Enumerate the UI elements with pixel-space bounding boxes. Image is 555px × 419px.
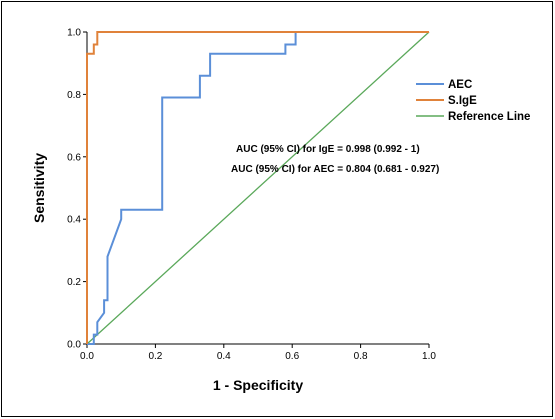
- y-tick-label: 0.0: [67, 340, 81, 351]
- y-tick-label: 0.4: [67, 215, 81, 226]
- x-tick-label: 0.8: [354, 351, 368, 362]
- series-line-s-ige: [86, 31, 429, 344]
- auc-annotation-ige: AUC (95% CI) for IgE = 0.998 (0.992 - 1): [236, 144, 420, 155]
- x-tick-label: 0.6: [285, 351, 299, 362]
- auc-annotation-aec: AUC (95% CI) for AEC = 0.804 (0.681 - 0.…: [231, 164, 439, 175]
- series-line-reference-line: [86, 31, 430, 345]
- legend-item-sige: S.IgE: [416, 95, 477, 107]
- x-tick-label: 0.2: [148, 351, 162, 362]
- y-axis-title: Sensitivity: [31, 153, 47, 223]
- legend-item-aec: AEC: [416, 79, 472, 91]
- y-tick-label: 0.2: [67, 277, 81, 288]
- x-tick-label: 0.4: [217, 351, 231, 362]
- y-tick-label: 1.0: [67, 28, 81, 39]
- x-axis-title: 1 - Specificity: [213, 377, 303, 393]
- series-layer: [86, 31, 430, 345]
- x-tick-label: 1.0: [422, 351, 436, 362]
- legend-label-reference-line: Reference Line: [448, 111, 530, 123]
- legend: AEC S.IgE Reference Line: [416, 79, 530, 123]
- y-tick-label: 0.6: [67, 152, 81, 163]
- y-tick-label: 0.8: [67, 90, 81, 101]
- series-line-aec: [87, 31, 429, 345]
- legend-label-aec: AEC: [448, 79, 472, 91]
- legend-item-reference-line: Reference Line: [416, 111, 530, 123]
- legend-label-sige: S.IgE: [448, 95, 477, 107]
- x-tick-label: 0.0: [80, 351, 94, 362]
